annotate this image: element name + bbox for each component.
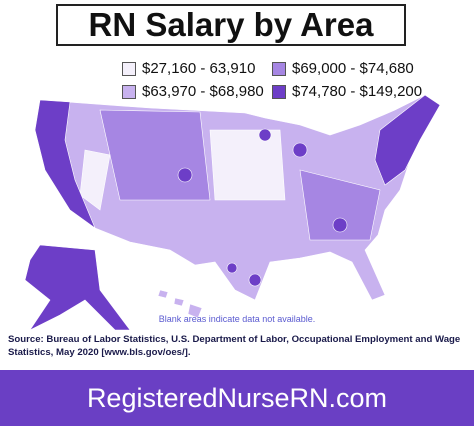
hawaii: [173, 297, 185, 307]
metro-area: [177, 167, 193, 183]
legend-label: $69,000 - $74,680: [292, 60, 414, 77]
legend-swatch: [272, 84, 286, 99]
note: Blank areas indicate data not available.: [158, 314, 316, 324]
legend-swatch: [272, 61, 286, 76]
source: Source: Bureau of Labor Statistics, U.S.…: [8, 334, 461, 358]
west-coast-region: [34, 99, 96, 229]
title: RN Salary by Area: [56, 4, 406, 46]
metro-area: [258, 128, 272, 142]
plains-region: [209, 129, 286, 201]
legend-swatch: [122, 61, 136, 76]
metro-area: [226, 262, 238, 274]
blank-region: [79, 149, 111, 211]
alaska: [24, 244, 131, 331]
legend-item: $27,160 - 63,910: [122, 60, 272, 77]
legend-item: $63,970 - $68,980: [122, 83, 272, 100]
legend-label: $74,780 - $149,200: [292, 83, 423, 100]
legend: $27,160 - 63,910 $69,000 - $74,680 $63,970…: [122, 60, 447, 100]
footer: RegisteredNurseRN.com: [0, 370, 474, 426]
legend-label: $63,970 - $68,980: [142, 83, 264, 100]
metro-area: [332, 217, 348, 233]
hawaii: [157, 289, 169, 299]
metro-area: [248, 273, 262, 287]
northeast-region: [374, 94, 441, 186]
map: [24, 94, 441, 331]
legend-item: $69,000 - $74,680: [272, 60, 447, 77]
metro-area: [292, 142, 308, 158]
southeast-region: [299, 169, 381, 241]
legend-label: $27,160 - 63,910: [142, 60, 256, 77]
hawaii: [187, 303, 203, 319]
legend-item: $74,780 - $149,200: [272, 83, 447, 100]
legend-swatch: [122, 84, 136, 99]
